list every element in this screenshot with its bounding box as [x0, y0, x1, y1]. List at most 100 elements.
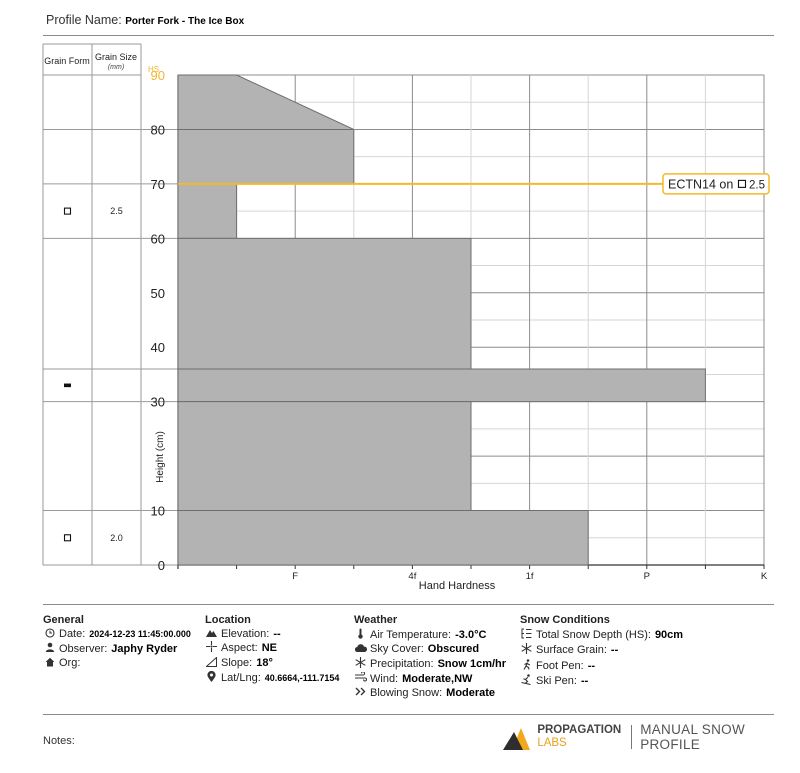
propagation-labs-branding: PROPAGATION LABS MANUAL SNOW PROFILE [503, 722, 800, 752]
x-tick-label: K [761, 571, 768, 582]
profile-name: Porter Fork - The Ice Box [125, 16, 245, 27]
mountain-icon [205, 628, 218, 642]
latlng-label: Lat/Lng: [221, 672, 261, 684]
wind-icon [354, 671, 367, 687]
aspect-value: NE [261, 642, 277, 654]
hardness-layer-bar [177, 183, 238, 239]
date-label: Date: [59, 628, 86, 640]
y-tick-label: 0 [158, 558, 165, 573]
y-tick-label: 10 [151, 504, 165, 519]
grain-size-value: 2.0 [110, 533, 123, 543]
blowing-snow-value: Moderate [446, 686, 496, 699]
latlng-value: 40.6664,-111.7154 [264, 673, 340, 683]
grain-table-grid: 2.5 2.0 [42, 43, 178, 566]
slope-value: 18° [256, 657, 273, 669]
weather-section: Weather Air Temperature: -3.0°C Sky Cover… [354, 614, 506, 700]
snowflake-icon [520, 643, 533, 659]
slope-icon [205, 655, 218, 672]
snow-conditions-section: Snow Conditions Total Snow Depth (HS): 90… [520, 614, 683, 690]
air-temp-value: -3.0°C [455, 628, 487, 641]
date-value: 2024-12-23 11:45:00.000 [89, 629, 191, 639]
wind-label: Wind: [370, 672, 399, 685]
hardness-layer-bar [177, 368, 706, 403]
x-tick-label: P [644, 571, 650, 582]
wind-value: Moderate,NW [402, 672, 473, 685]
y-tick-label: 40 [151, 340, 165, 355]
snowflake-icon [354, 656, 367, 673]
profile-header: Profile Name: Porter Fork - The Ice Box [46, 13, 244, 27]
thermometer-icon [354, 628, 367, 644]
snow-profile-chart: 2.5 2.0 ECTN14 on 2.5 Grain Form Grain Siz… [42, 43, 770, 592]
profile-name-label: Profile Name: [46, 13, 122, 27]
hs-label: HS [148, 65, 159, 74]
home-icon [43, 657, 56, 672]
observer-label: Observer: [59, 642, 108, 655]
sky-label: Sky Cover: [370, 643, 424, 655]
faceted-square-icon [737, 179, 747, 188]
map-pin-icon [205, 670, 218, 687]
faceted-square-icon [63, 534, 72, 542]
stability-test-label: ECTN14 on [668, 177, 733, 191]
foot-pen-label: Foot Pen: [536, 659, 584, 672]
depth-ruler-icon [520, 628, 533, 644]
y-tick-label: 80 [151, 122, 165, 137]
hardness-layer-bar [177, 510, 589, 566]
weather-title: Weather [354, 614, 398, 626]
ski-pen-label: Ski Pen: [536, 675, 577, 687]
surface-grain-value: -- [610, 644, 619, 656]
propagation-labs-logo-icon [503, 727, 530, 750]
sky-value: Obscured [427, 643, 480, 655]
chart-overlay: ECTN14 on 2.5 [178, 173, 770, 195]
foot-pen-value: -- [587, 659, 596, 672]
clock-icon [43, 627, 56, 643]
hardness-layer-bar [177, 237, 472, 370]
cloud-icon [354, 643, 367, 657]
stability-test-badge [662, 173, 770, 195]
grain-size-unit: (mm) [108, 64, 124, 71]
elevation-value: -- [273, 627, 281, 640]
location-title: Location [205, 614, 251, 626]
org-label: Org: [59, 657, 81, 669]
hardness-layer-bar [177, 401, 472, 512]
brand-separator [631, 725, 633, 749]
x-tick-label: 1f [526, 571, 534, 582]
x-tick-label: F [292, 571, 298, 582]
slope-label: Slope: [221, 657, 253, 669]
stability-test-grain-size: 2.5 [749, 179, 765, 191]
y-tick-label: 90 [151, 68, 165, 83]
compass-icon [205, 641, 218, 657]
total-snow-depth-value: 90cm [654, 628, 684, 641]
ice-crust-icon [64, 383, 71, 388]
surface-grain-label: Surface Grain: [536, 644, 607, 656]
observer-value: Japhy Ryder [111, 642, 178, 655]
hiker-icon [520, 658, 533, 675]
general-title: General [43, 614, 84, 626]
elevation-label: Elevation: [221, 627, 270, 640]
footer-divider [43, 714, 774, 715]
grain-form-header: Grain Form [44, 56, 90, 66]
header-divider [43, 35, 774, 36]
notes-label: Notes: [43, 735, 75, 747]
grain-size-header: Grain Size [95, 52, 137, 62]
location-section: Location Elevation: -- Aspect: NE Slope: 18… [205, 614, 339, 687]
precip-value: Snow 1cm/hr [437, 657, 507, 670]
y-tick-label: 70 [151, 177, 165, 192]
y-tick-label: 60 [151, 231, 165, 246]
y-tick-label: 30 [151, 395, 165, 410]
x-axis-label: Hand Hardness [419, 580, 496, 592]
skier-icon [520, 674, 533, 690]
brand-line-2: LABS [537, 737, 567, 749]
total-snow-depth-label: Total Snow Depth (HS): [536, 628, 651, 641]
brand-line-1: PROPAGATION [537, 724, 622, 736]
blowing-snow-label: Blowing Snow: [370, 686, 443, 699]
x-tick-label: 4f [408, 571, 416, 582]
hardness-layers [177, 74, 706, 566]
faceted-square-icon [63, 207, 72, 215]
air-temp-label: Air Temperature: [370, 628, 452, 641]
double-chevron-right-icon [354, 687, 367, 701]
y-tick-label: 50 [151, 286, 165, 301]
ski-pen-value: -- [580, 675, 589, 687]
manual-snow-profile-title: MANUAL SNOW PROFILE [640, 722, 745, 752]
user-icon [43, 642, 56, 657]
brand-wordmark: PROPAGATION LABS [537, 724, 621, 750]
